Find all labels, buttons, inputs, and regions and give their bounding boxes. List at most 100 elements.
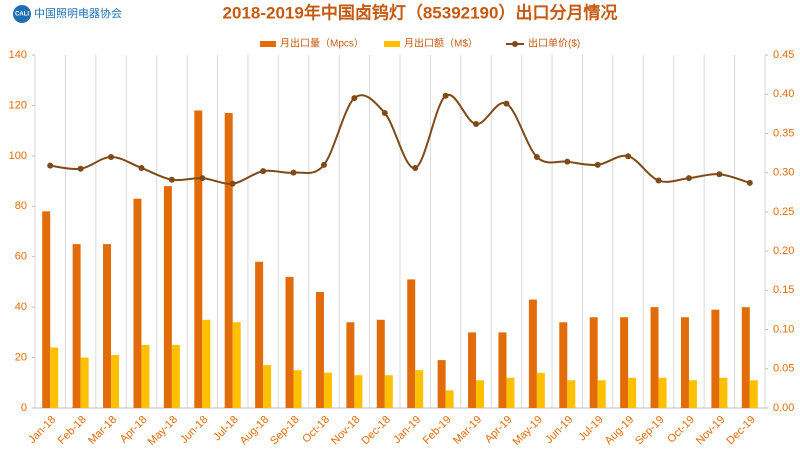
line-marker — [199, 175, 206, 182]
bar — [688, 380, 697, 408]
y2-tick-label: 0.05 — [773, 363, 794, 375]
x-tick-label: Jan-19 — [391, 414, 423, 446]
chart-title: 2018-2019年中国卤钨灯（85392190）出口分月情况 — [223, 2, 618, 22]
bar — [680, 317, 689, 408]
line-marker — [229, 180, 236, 187]
x-tick-label: Dec-18 — [359, 414, 393, 448]
legend-swatch — [512, 41, 518, 47]
bar — [72, 244, 81, 408]
x-tick-label: Jul-19 — [576, 414, 606, 444]
x-tick-label: Aug-18 — [238, 414, 272, 448]
y2-tick-label: 0.35 — [773, 127, 794, 139]
line-marker — [503, 100, 510, 107]
line-marker — [381, 110, 388, 117]
bar — [255, 261, 264, 408]
line-marker — [351, 95, 358, 102]
bar — [620, 317, 629, 408]
y2-tick-label: 0.40 — [773, 88, 794, 100]
x-tick-label: Apr-19 — [483, 414, 515, 446]
y2-tick-label: 0.30 — [773, 167, 794, 179]
bar — [528, 299, 537, 408]
bar — [719, 377, 728, 408]
x-tick-label: Feb-19 — [421, 414, 454, 447]
y-tick-label: 100 — [9, 150, 27, 162]
bar — [589, 317, 598, 408]
bar — [597, 380, 606, 408]
line-marker — [473, 121, 480, 128]
bar — [111, 355, 120, 408]
legend-item: 月出口量（Mpcs） — [260, 37, 364, 50]
x-tick-label: Jun-18 — [178, 414, 210, 446]
bar — [536, 372, 545, 408]
y-tick-label: 80 — [15, 200, 27, 212]
x-tick-label: Oct-18 — [300, 414, 332, 446]
line-marker — [47, 162, 54, 169]
bar — [293, 370, 302, 408]
bar — [163, 186, 172, 408]
bar — [103, 244, 112, 408]
line-marker — [77, 165, 84, 172]
bar — [285, 276, 294, 408]
x-tick-label: Sep-18 — [268, 414, 302, 448]
line-marker — [533, 153, 540, 160]
bar — [141, 344, 150, 408]
line-marker — [625, 153, 632, 160]
line-marker — [320, 161, 327, 168]
x-tick-label: Oct-19 — [665, 414, 697, 446]
y2-tick-label: 0.10 — [773, 323, 794, 335]
bar — [650, 307, 659, 408]
legend-item: 出口单价($) — [506, 37, 580, 50]
bar — [567, 380, 576, 408]
legend-label: 月出口量（Mpcs） — [280, 37, 364, 50]
x-tick-label: May-19 — [511, 414, 545, 448]
bar — [437, 360, 446, 408]
line-marker — [138, 164, 145, 171]
line-marker — [594, 161, 601, 168]
bar — [194, 110, 203, 408]
bar — [323, 372, 332, 408]
x-tick-label: Aug-19 — [603, 414, 637, 448]
y2-tick-label: 0.20 — [773, 245, 794, 257]
bar — [80, 357, 89, 408]
line-marker — [564, 158, 571, 165]
bar — [315, 292, 324, 408]
bar — [354, 375, 363, 408]
bar — [407, 279, 416, 408]
x-tick-label: Nov-19 — [694, 414, 728, 448]
y-tick-label: 140 — [9, 49, 27, 61]
x-tick-label: Mar-19 — [451, 414, 484, 447]
bar — [133, 198, 142, 408]
bar — [741, 307, 750, 408]
bar — [232, 322, 241, 408]
y2-tick-label: 0.25 — [773, 206, 794, 218]
y2-tick-label: 0.00 — [773, 402, 794, 414]
logo: CALI 中国照明电器协会 — [13, 5, 122, 23]
legend-swatch — [384, 41, 400, 47]
line-marker — [260, 168, 267, 175]
bar — [468, 332, 477, 408]
x-tick-label: Dec-19 — [724, 414, 758, 448]
logo-abbr: CALI — [15, 12, 29, 18]
bar — [224, 112, 233, 408]
bar — [658, 377, 667, 408]
bar — [628, 377, 637, 408]
legend-swatch — [260, 41, 276, 47]
bar — [476, 380, 485, 408]
legend-label: 月出口额（M$） — [404, 37, 478, 50]
bar — [202, 319, 211, 408]
line-marker — [716, 171, 723, 178]
legend-item: 月出口额（M$） — [384, 37, 478, 50]
bar — [384, 375, 393, 408]
bar — [415, 370, 424, 408]
logo-icon — [13, 5, 31, 23]
legend-label: 出口单价($) — [528, 37, 580, 50]
bar — [445, 390, 454, 408]
y-tick-label: 40 — [15, 301, 27, 313]
bar — [506, 377, 515, 408]
x-tick-label: Mar-18 — [86, 414, 119, 447]
x-tick-label: Nov-18 — [329, 414, 363, 448]
y-tick-label: 20 — [15, 351, 27, 363]
x-tick-label: Jun-19 — [543, 414, 575, 446]
line-marker — [412, 164, 419, 171]
